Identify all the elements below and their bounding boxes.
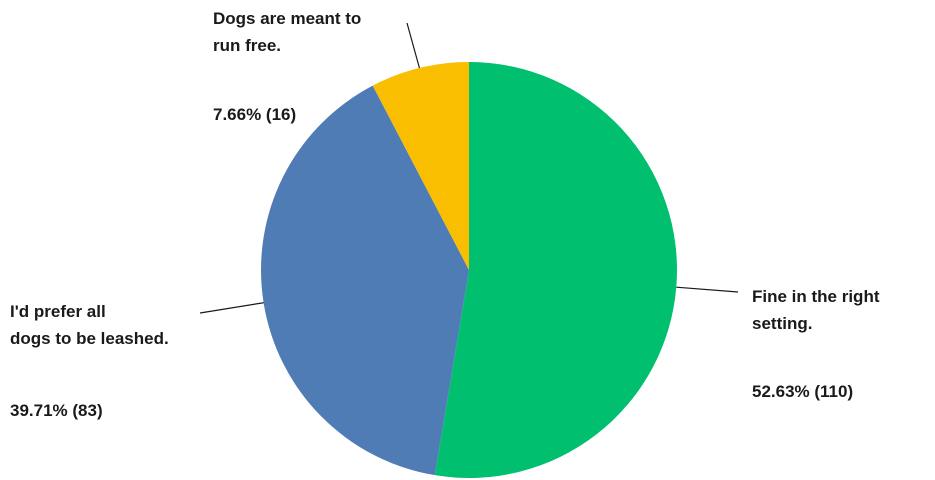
slice-label-fine: Fine in the right setting. — [752, 283, 880, 337]
slice-label-leashed-line-1: I'd prefer all — [10, 302, 106, 321]
slice-label-leashed-line-2: dogs to be leashed. — [10, 329, 169, 348]
slice-value-run-free: 7.66% (16) — [213, 105, 297, 124]
slice-label-fine-line-1: Fine in the right — [752, 287, 880, 306]
leader-line-leashed — [199, 302, 264, 314]
pie-slice-fine — [434, 62, 677, 479]
leader-line-fine — [676, 286, 739, 293]
pie-slice-leashed — [261, 85, 469, 476]
pie-slices — [261, 62, 677, 479]
pie-slice-run-free — [372, 62, 469, 270]
leader-lines — [199, 22, 739, 314]
slice-label-run-free-line-2: run free. — [213, 36, 282, 55]
slice-label-fine-line-2: setting. — [752, 314, 813, 333]
slice-label-run-free-line-1: Dogs are meant to — [213, 9, 362, 28]
slice-value-leashed: 39.71% (83) — [10, 401, 103, 420]
slice-label-run-free: Dogs are meant to run free. — [213, 5, 361, 59]
leader-line-run-free — [406, 22, 421, 69]
slice-value-fine: 52.63% (110) — [752, 382, 854, 401]
slice-label-leashed: I'd prefer all dogs to be leashed. — [10, 298, 169, 352]
